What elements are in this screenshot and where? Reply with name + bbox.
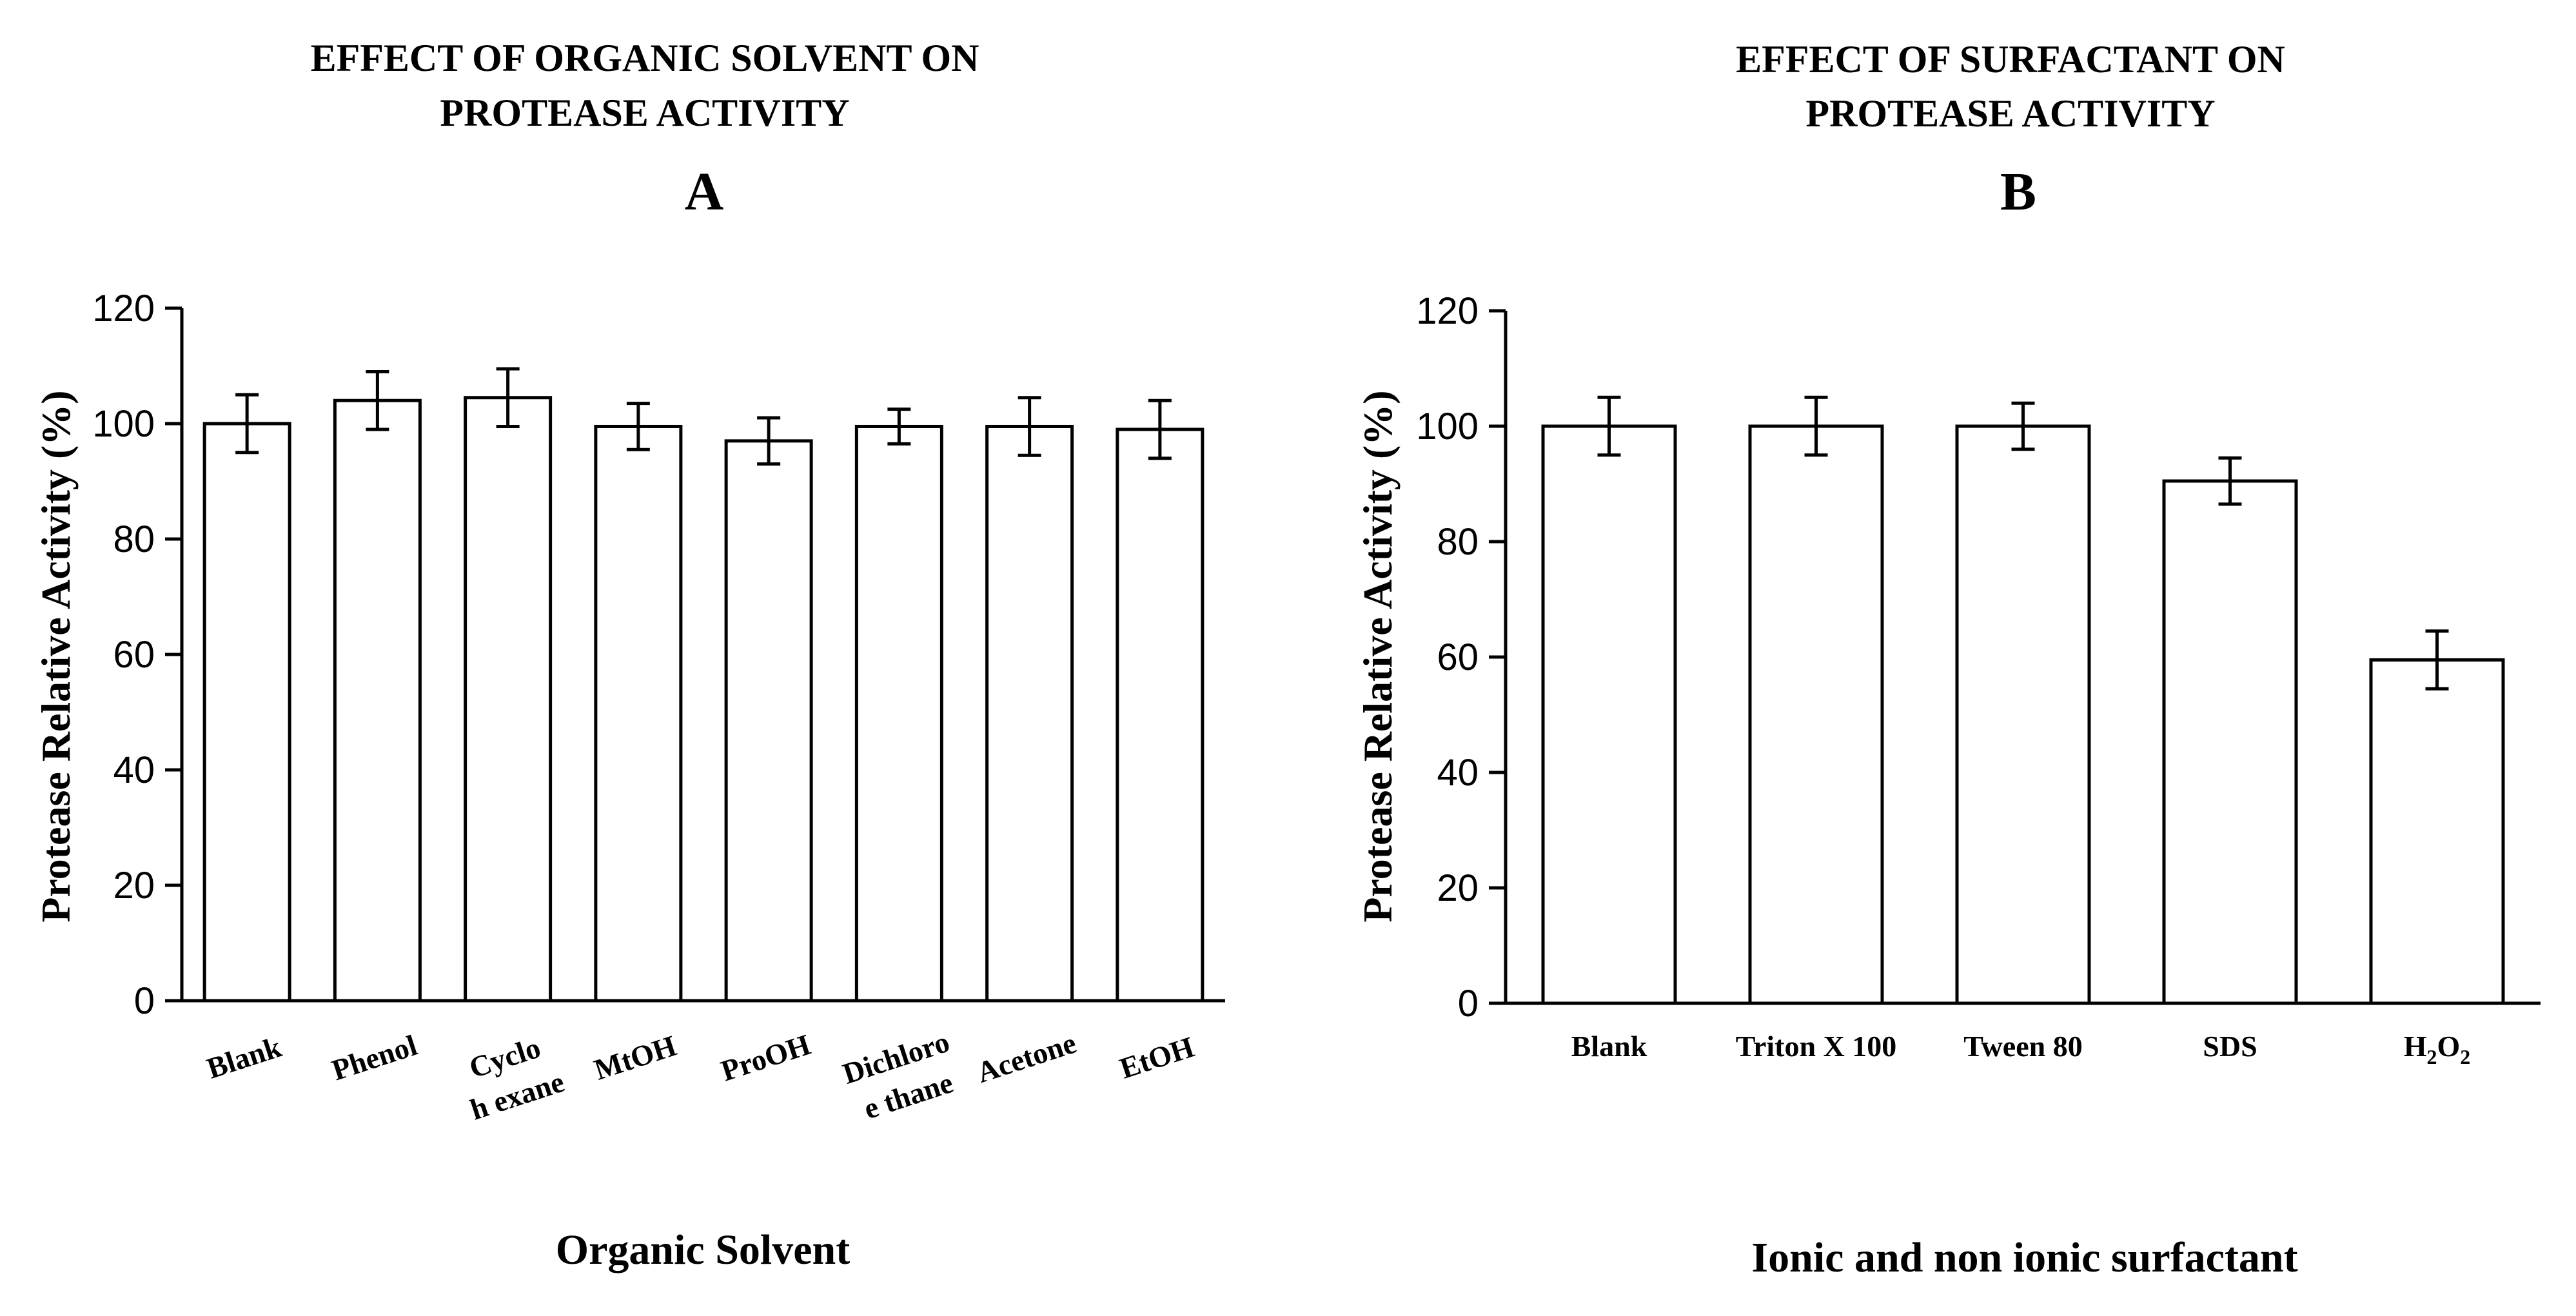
panel-b-bar-4	[2162, 479, 2298, 1005]
panel-a-error-bar-3	[496, 367, 520, 428]
panel-b-bar-2	[1748, 424, 1884, 1005]
panel-b-title-line2: PROTEASE ACTIVITY	[1805, 92, 2215, 135]
panel-a-y-tick-label: 100	[92, 403, 155, 445]
panel-a-category-label-3: Cycloh exane	[454, 1027, 568, 1126]
panel-b-y-tick-label: 120	[1416, 290, 1479, 332]
panel-b-error-bar-4	[2218, 456, 2242, 506]
panel-b-category-label-line: Triton X 100	[1736, 1030, 1897, 1063]
panel-a-bar-7	[985, 424, 1074, 1003]
panel-a-category-label-4: MtOH	[590, 1029, 680, 1086]
panel-a-category-label-1: Blank	[203, 1030, 286, 1085]
panel-b-y-tick-label: 100	[1416, 406, 1479, 447]
panel-a-category-label-line: EtOH	[1116, 1030, 1198, 1085]
panel-a-x-axis-label: Organic Solvent	[556, 1226, 850, 1273]
panel-a-bar-2	[333, 398, 422, 1003]
panel-a-category-label-line: Acetone	[973, 1026, 1080, 1089]
panel-a-error-bar-8	[1148, 398, 1172, 460]
panel-a-y-tick-label: 120	[92, 288, 155, 329]
panel-a-y-tick-label: 80	[113, 518, 155, 560]
panel-b-y-tick-label: 20	[1437, 867, 1479, 909]
panel-a-error-bar-7	[1018, 396, 1041, 457]
panel-a-bar-1	[202, 422, 291, 1003]
panel-b-category-label-1: Blank	[1571, 1030, 1647, 1063]
panel-a-error-bar-1	[235, 393, 259, 455]
panel-a-category-label-7: Acetone	[973, 1026, 1080, 1089]
panel-b-y-tick-label: 80	[1437, 521, 1479, 563]
panel-b-x-axis-label: Ionic and non ionic surfactant	[1751, 1234, 2297, 1281]
panel-b-y-axis-label: Protease Relative Activity (%)	[1355, 390, 1401, 922]
panel-b-y-tick-label: 40	[1437, 752, 1479, 794]
panel-b-bar-1	[1541, 424, 1677, 1005]
panel-a-y-tick-label: 60	[113, 634, 155, 676]
panel-a-error-bar-6	[887, 408, 911, 446]
panel-a-category-label-5: ProOH	[717, 1028, 814, 1088]
panel-b-error-bar-1	[1597, 395, 1621, 457]
panel-b-category-label-2: Triton X 100	[1736, 1030, 1897, 1063]
panel-b-category-label-line: SDS	[2203, 1030, 2257, 1063]
panel-b-y-tick-label: 60	[1437, 636, 1479, 678]
panel-a-y-tick-label: 40	[113, 749, 155, 791]
panel-a-bar-5	[724, 439, 813, 1003]
panel-b-error-bar-2	[1804, 395, 1828, 457]
panel-b-title-line1: EFFECT OF SURFACTANT ON	[1736, 38, 2285, 81]
panel-a-chart: EFFECT OF ORGANIC SOLVENT ON PROTEASE ACT…	[33, 37, 1225, 1273]
panel-a-y-axis-label: Protease Relative Activity (%)	[33, 390, 79, 922]
panel-a-y-tick-label: 0	[134, 980, 155, 1022]
panel-b-category-label-3: Tween 80	[1963, 1030, 2082, 1063]
panel-a-bar-6	[854, 424, 943, 1003]
panel-a-error-bar-2	[366, 369, 389, 431]
panel-b-chart: EFFECT OF SURFACTANT ON PROTEASE ACTIVITY…	[1355, 38, 2541, 1281]
panel-a-title-line2: PROTEASE ACTIVITY	[440, 92, 849, 134]
panel-b-bar-3	[1955, 424, 2091, 1005]
panel-a-category-label-line: MtOH	[590, 1029, 680, 1086]
panel-a-bar-8	[1116, 427, 1204, 1003]
panel-a-category-label-8: EtOH	[1116, 1030, 1198, 1085]
panel-b-error-bar-3	[2011, 401, 2035, 451]
panel-a-bar-4	[594, 424, 683, 1003]
panel-b-category-label-line: Tween 80	[1963, 1030, 2082, 1063]
panel-a-category-label-line: ProOH	[717, 1028, 814, 1088]
panel-a-error-bar-5	[757, 416, 781, 466]
panel-a-error-bar-4	[626, 402, 650, 451]
panel-b-y-tick-label: 0	[1458, 983, 1479, 1025]
panel-b-category-label-5: H2O2	[2404, 1030, 2471, 1068]
panel-b-bar-5	[2369, 658, 2505, 1005]
panel-b-error-bar-5	[2425, 629, 2449, 691]
panel-a-y-tick-label: 20	[113, 865, 155, 907]
panel-a-bar-3	[464, 396, 553, 1003]
panel-a-category-label-2: Phenol	[328, 1028, 421, 1086]
panel-a-category-label-line: Phenol	[328, 1028, 421, 1086]
panel-a-category-label-line: Blank	[203, 1030, 286, 1085]
panel-a-letter: A	[685, 162, 724, 222]
panel-b-category-label-line: H2O2	[2404, 1030, 2471, 1068]
panel-a-title-line1: EFFECT OF ORGANIC SOLVENT ON	[311, 37, 979, 79]
panel-b-letter: B	[2000, 162, 2036, 222]
panel-a-category-label-6: Dichloroe thane	[839, 1025, 966, 1128]
panel-b-category-label-line: Blank	[1571, 1030, 1647, 1063]
panel-b-category-label-4: SDS	[2203, 1030, 2257, 1063]
